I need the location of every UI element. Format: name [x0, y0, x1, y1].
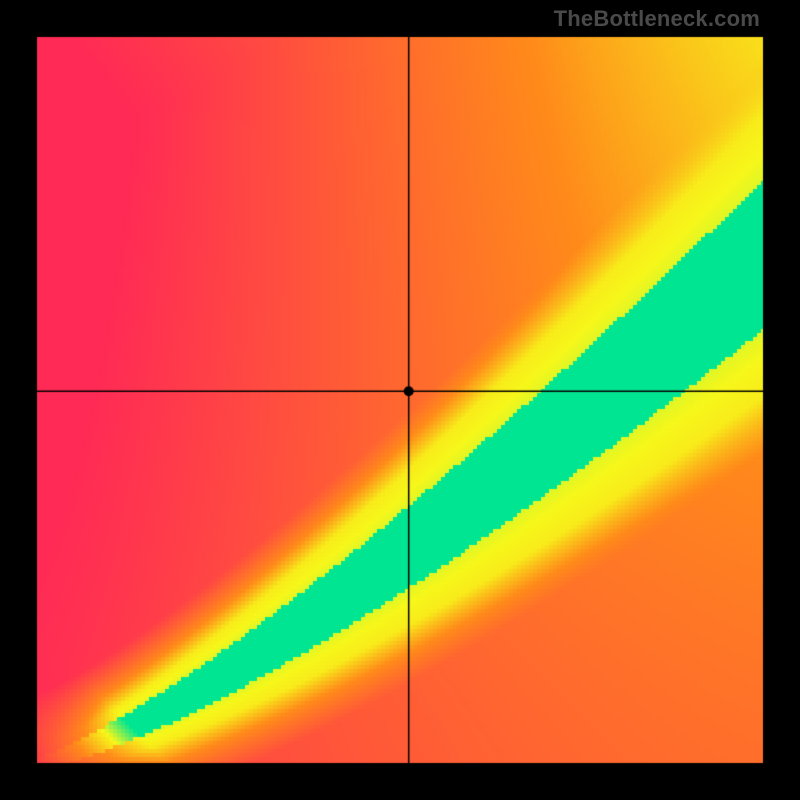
watermark-text: TheBottleneck.com: [554, 6, 760, 32]
bottleneck-heatmap: [0, 0, 800, 800]
heatmap-container: TheBottleneck.com: [0, 0, 800, 800]
